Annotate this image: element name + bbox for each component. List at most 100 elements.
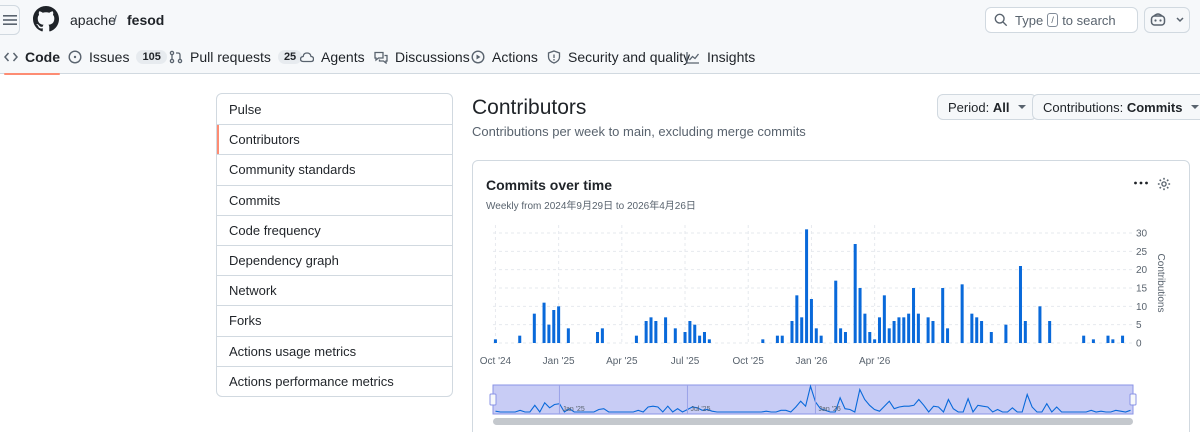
chart-bar[interactable] (809, 299, 813, 343)
chart-bar[interactable] (912, 288, 916, 343)
chart-bar[interactable] (805, 229, 809, 343)
chart-bar[interactable] (931, 321, 935, 343)
chart-bar[interactable] (843, 332, 847, 343)
navigator-left-handle[interactable] (489, 393, 497, 406)
chart-bar[interactable] (702, 332, 706, 343)
tab-discussions[interactable]: Discussions (374, 40, 470, 74)
chart-bar[interactable] (800, 317, 804, 343)
chart-bar[interactable] (873, 339, 877, 343)
github-logo-icon[interactable] (33, 6, 59, 32)
chart-bar[interactable] (1018, 266, 1022, 343)
chart-bar[interactable] (688, 321, 692, 343)
navigator-right-handle[interactable] (1129, 393, 1137, 406)
navigator-selection[interactable] (492, 384, 1134, 415)
sidenav-item-dependency-graph[interactable]: Dependency graph (217, 244, 452, 275)
chart-bar[interactable] (858, 288, 862, 343)
sidenav-item-actions-performance-metrics[interactable]: Actions performance metrics (217, 365, 452, 396)
chart-bar[interactable] (775, 335, 779, 343)
chart-bar[interactable] (970, 313, 974, 343)
chart-bar[interactable] (975, 317, 979, 343)
repo-link[interactable]: fesod (127, 12, 165, 28)
tab-issues[interactable]: Issues 105 (68, 40, 167, 74)
chart-bar[interactable] (634, 335, 638, 343)
chart-bar[interactable] (654, 321, 658, 343)
period-dropdown[interactable]: Period: All (937, 94, 1038, 120)
chart-bar[interactable] (834, 280, 838, 343)
chart-bar[interactable] (980, 321, 984, 343)
more-options-icon[interactable] (1133, 175, 1149, 191)
chart-bar[interactable] (814, 328, 818, 343)
owner-link[interactable]: apache (70, 12, 116, 28)
sidenav-item-code-frequency[interactable]: Code frequency (217, 214, 452, 245)
chart-bar[interactable] (532, 313, 536, 343)
chart-bar[interactable] (868, 332, 872, 343)
chart-bar[interactable] (1023, 321, 1027, 343)
sidenav-item-network[interactable]: Network (217, 275, 452, 305)
chart-bar[interactable] (790, 321, 794, 343)
chart-bar[interactable] (693, 324, 697, 343)
chart-bar[interactable] (683, 332, 687, 343)
chart-bar[interactable] (557, 306, 561, 343)
search-input[interactable]: Type / to search (985, 7, 1138, 33)
tab-insights[interactable]: Insights (686, 40, 755, 74)
chart-bar[interactable] (566, 328, 570, 343)
tab-code[interactable]: Code (4, 40, 60, 75)
chart-bar[interactable] (882, 295, 886, 343)
chart-bar[interactable] (877, 317, 881, 343)
chart-bar[interactable] (552, 310, 556, 343)
chart-bar[interactable] (1106, 335, 1110, 343)
chart-bar[interactable] (1121, 335, 1125, 343)
chart-bar[interactable] (863, 313, 867, 343)
chart-bar[interactable] (902, 317, 906, 343)
chart-bar[interactable] (664, 317, 668, 343)
chart-bar[interactable] (644, 321, 648, 343)
copilot-button[interactable] (1144, 7, 1190, 33)
sidenav-item-contributors[interactable]: Contributors (217, 124, 452, 155)
chart-bar[interactable] (600, 328, 604, 343)
chart-bar[interactable] (897, 317, 901, 343)
tab-agents[interactable]: Agents (300, 40, 365, 74)
chart-bar[interactable] (946, 328, 950, 343)
contributions-dropdown[interactable]: Contributions: Commits (1032, 94, 1200, 120)
chart-bar[interactable] (916, 313, 920, 343)
chart-bar[interactable] (1111, 339, 1115, 343)
tab-actions[interactable]: Actions (471, 40, 538, 74)
chart-bar[interactable] (1048, 321, 1052, 343)
chart-bar[interactable] (649, 317, 653, 343)
chart-bar[interactable] (542, 302, 546, 343)
chart-bar[interactable] (926, 317, 930, 343)
chart-bar[interactable] (819, 335, 823, 343)
chart-bar[interactable] (780, 335, 784, 343)
chart-bar[interactable] (707, 339, 711, 343)
sidenav-item-community-standards[interactable]: Community standards (217, 154, 452, 184)
chart-bar[interactable] (761, 339, 765, 343)
chart-bar[interactable] (1038, 306, 1042, 343)
chart-bar[interactable] (960, 284, 964, 343)
sidenav-item-commits[interactable]: Commits (217, 184, 452, 215)
chart-bar[interactable] (698, 335, 702, 343)
chart-bar[interactable] (839, 328, 843, 343)
chart-bar[interactable] (493, 339, 497, 343)
chart-bar[interactable] (1082, 335, 1086, 343)
chart-bar[interactable] (673, 328, 677, 343)
tab-security[interactable]: Security and quality (547, 40, 690, 74)
tab-pull-requests[interactable]: Pull requests 25 (169, 40, 303, 74)
chart-bar[interactable] (887, 328, 891, 343)
chart-bar[interactable] (547, 324, 551, 343)
sidenav-item-actions-usage-metrics[interactable]: Actions usage metrics (217, 335, 452, 366)
chart-bar[interactable] (1004, 324, 1008, 343)
sidenav-item-forks[interactable]: Forks (217, 305, 452, 335)
chart-bar[interactable] (907, 313, 911, 343)
chart-bar[interactable] (941, 288, 945, 343)
chart-bar[interactable] (1091, 339, 1095, 343)
chart-bar[interactable] (989, 332, 993, 343)
chart-bar[interactable] (853, 244, 857, 343)
chart-bar[interactable] (892, 321, 896, 343)
chart-bar[interactable] (518, 335, 522, 343)
range-navigator[interactable]: Jan '25 Jul '25 Jan '26 (489, 384, 1137, 425)
gear-icon[interactable] (1157, 177, 1171, 191)
navigator-scrollbar[interactable] (493, 418, 1133, 425)
menu-button[interactable] (0, 5, 20, 35)
sidenav-item-pulse[interactable]: Pulse (229, 101, 262, 117)
chart-bar[interactable] (795, 295, 799, 343)
